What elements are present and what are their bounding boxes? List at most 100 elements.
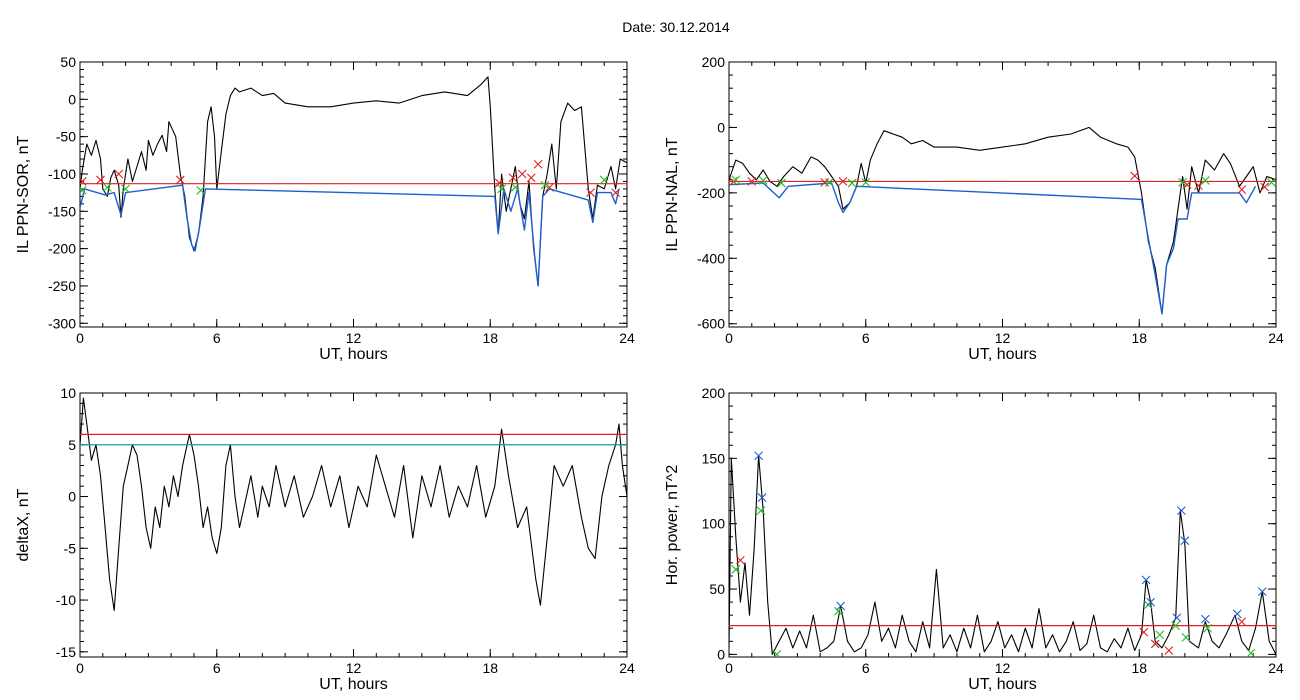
marker-red [114,169,124,179]
y-tick-label: -50 [56,129,76,145]
marker-blue-stroke [1172,613,1182,623]
marker-green-stroke [758,176,768,185]
marker-red [820,178,830,187]
y-tick-label: -300 [48,315,76,331]
marker-red [1150,639,1160,649]
marker-green-stroke [834,606,843,616]
x-tick-label: 24 [1268,330,1284,346]
x-tick-label: 0 [76,660,84,676]
y-tick-label: 0 [717,646,725,662]
marker-green-stroke [1200,176,1210,185]
y-axis-label: IL PPN-NAL, nT [664,137,681,251]
marker-green [758,176,768,185]
marker-green-stroke [773,649,782,657]
marker-blue [754,451,764,461]
marker-red [747,177,757,186]
marker-red-stroke [1150,639,1160,649]
marker-green [731,565,741,574]
marker-green [121,184,130,194]
series-black-line [80,397,627,611]
marker-red [1130,171,1140,181]
x-tick-label: 0 [76,330,84,346]
marker-red [736,555,745,565]
marker-red-stroke [114,169,124,179]
marker-red-stroke [1182,180,1192,190]
panel-3: 0 6 12 18 24 10 5 0 -5 -10 -15 UT, hours deltaX, nT [15,385,635,693]
y-tick-label: -400 [697,250,725,266]
marker-blue [836,601,846,611]
plot-data [80,397,627,611]
marker-red [1182,180,1192,190]
marker-green-stroke [777,178,786,188]
x-tick-label: 6 [213,330,221,346]
marker-blue [1200,614,1210,624]
marker-green-stroke [510,183,520,192]
marker-red-stroke [96,175,105,185]
marker-blue-stroke [754,451,764,461]
marker-green [80,186,87,195]
marker-blue-stroke [1141,575,1151,585]
marker-green-stroke [1178,178,1187,187]
series-blue-line [729,182,1257,315]
marker-red [96,175,105,185]
marker-red-stroke [1130,171,1140,181]
y-tick-label: 0 [68,91,76,107]
marker-red-stroke [533,159,543,169]
plot-frame [728,61,1277,328]
marker-green-stroke [847,178,857,188]
y-axis-label: deltaX, nT [15,488,32,561]
marker-red-stroke [1237,617,1247,627]
marker-green [777,178,786,188]
marker-red [838,177,848,186]
marker-red-stroke [508,173,518,183]
marker-red [1237,617,1247,627]
x-tick-label: 0 [725,330,733,346]
marker-red [1237,185,1247,194]
x-tick-label: 0 [725,660,733,676]
plot-data [729,126,1276,315]
marker-green [772,649,782,657]
y-tick-label: 0 [717,119,725,135]
marker-green-stroke [599,175,609,185]
marker-green [847,178,857,188]
marker-red [586,188,595,198]
x-tick-label: 24 [619,660,635,676]
marker-blue [1146,597,1156,607]
marker-green-stroke [1267,178,1276,187]
y-tick-label: -150 [48,203,76,219]
y-tick-label: -600 [697,316,725,332]
marker-red-stroke [1260,182,1269,192]
marker-red-stroke [80,177,87,185]
y-tick-label: 200 [702,385,726,401]
x-tick-label: 6 [862,330,870,346]
marker-green-stroke [102,183,112,192]
x-axis-label: UT, hours [968,346,1036,363]
marker-red [1260,182,1269,192]
y-tick-label: 0 [68,489,76,505]
marker-blue-stroke [836,601,846,611]
marker-green-stroke [80,186,87,194]
marker-green [1155,630,1165,640]
y-tick-label: -200 [48,241,76,257]
marker-red-stroke [747,177,757,186]
marker-green [834,606,843,616]
x-tick-label: 12 [995,330,1011,346]
x-tick-label: 18 [1131,660,1147,676]
marker-red [533,159,543,169]
marker-green-stroke [121,184,130,194]
marker-green [1171,621,1181,631]
marker-green [824,178,834,187]
marker-green-stroke [1155,630,1165,640]
marker-green [1246,648,1256,657]
marker-green-stroke [540,180,550,190]
marker-green [1267,178,1276,187]
y-tick-label: -250 [48,278,76,294]
x-tick-label: 12 [995,660,1011,676]
marker-green-stroke [1203,623,1213,633]
marker-green [756,506,766,516]
marker-blue-stroke [1257,587,1267,597]
x-tick-label: 12 [346,660,362,676]
marker-green-stroke [497,184,507,194]
marker-green [497,184,507,194]
